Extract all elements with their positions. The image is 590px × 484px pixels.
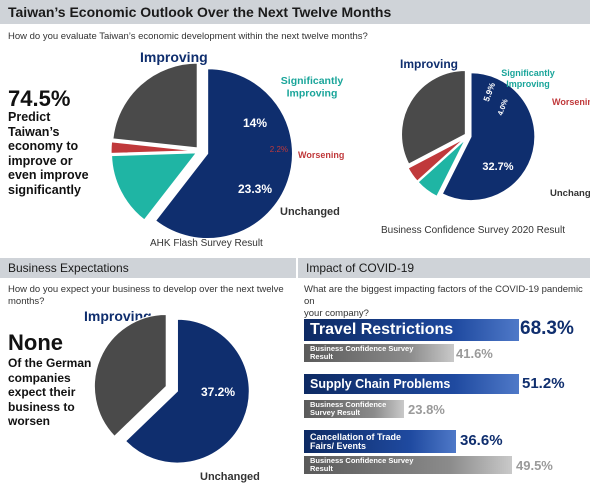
compare-bar-value: 41.6%: [456, 346, 493, 361]
pie-slice: [154, 67, 294, 240]
covid-bar-label: Cancellation of Trade Fairs/ Events: [310, 431, 402, 451]
covid-bar: Cancellation of Trade Fairs/ Events: [304, 430, 456, 453]
compare-bar-label: Business Confidence Survey Result: [310, 400, 387, 417]
expectations-question: How do you expect your business to devel…: [8, 284, 294, 308]
stat-line: improve or: [8, 153, 73, 168]
pie-value-label: 37.2%: [201, 385, 235, 399]
stat-line: economy to: [8, 139, 79, 153]
pie-category-label: Improving: [506, 79, 550, 89]
compare-bar-label: Business Confidence Survey Result: [310, 344, 414, 361]
question-line: What are the biggest impacting factors o…: [304, 284, 583, 307]
covid-bar-value: 68.3%: [520, 318, 574, 339]
stat-line: Taiwan’s: [8, 124, 60, 139]
compare-bar: Business Confidence Survey Result: [304, 400, 404, 418]
question-line: your company?: [304, 308, 369, 319]
pie-value-label: 14%: [243, 116, 267, 130]
pie-slice: [110, 141, 197, 155]
pie-slice: [124, 318, 250, 464]
question-line: How do you expect your business to devel…: [8, 284, 284, 295]
pie-category-label: Significantly: [501, 68, 555, 78]
stat-line: even improve: [8, 168, 89, 182]
page-title: Taiwan’s Economic Outlook Over the Next …: [8, 4, 392, 20]
expectations-stat-text: Of the German companies expect their bus…: [8, 356, 91, 429]
expectations-header: Business Expectations: [0, 258, 296, 278]
pie-slice: [400, 69, 467, 166]
stat-line: Predict: [8, 110, 51, 124]
stat-line: Of the German: [8, 356, 92, 370]
pie-chart-ahk: 60.5%Improving14%SignificantlyImprovingW…: [110, 49, 344, 240]
compare-bar: Business Confidence Survey Result: [304, 456, 512, 474]
pie-category-label: Significantly: [281, 75, 344, 87]
pie-category-label: Worsening: [552, 97, 590, 107]
pie-slice: [112, 62, 198, 149]
pie-slice: [93, 313, 167, 438]
pie-slice: [441, 72, 536, 202]
pie-slice: [417, 138, 467, 198]
covid-bar: Supply Chain Problems: [304, 374, 519, 394]
pie-category-label: Unchanged: [280, 206, 340, 218]
covid-question: What are the biggest impacting factors o…: [304, 284, 590, 320]
covid-bar: Travel Restrictions: [304, 319, 519, 341]
covid-bar-value: 51.2%: [522, 375, 565, 392]
outlook-stat-value: 74.5%: [8, 86, 71, 111]
question-line: months?: [8, 296, 45, 307]
pie-category-label: Unchanged: [200, 471, 260, 483]
pie-value-label: 23.3%: [238, 182, 272, 196]
covid-bar-label: Supply Chain Problems: [310, 377, 451, 391]
stat-line: worsen: [8, 414, 51, 428]
covid-bar-label: Travel Restrictions: [310, 321, 454, 338]
covid-bar-value: 36.6%: [460, 432, 503, 449]
pie-category-label: Unchanged: [550, 188, 590, 199]
pie-value-label: 32.7%: [482, 161, 513, 173]
pie-category-label: Improving: [84, 308, 152, 324]
outlook-question: How do you evaluate Taiwan’s economic de…: [8, 31, 368, 42]
pie-value-label: 2.2%: [270, 145, 288, 154]
pie-slice: [407, 137, 466, 183]
expectations-title: Business Expectations: [8, 261, 129, 275]
compare-bar-value: 23.8%: [408, 402, 445, 417]
expectations-stat-value: None: [8, 330, 63, 355]
pie-category-label: Improving: [287, 88, 338, 100]
stat-line: significantly: [8, 182, 81, 197]
stat-line: companies: [8, 370, 71, 385]
pie-slice: [110, 152, 198, 221]
compare-bar-value: 49.5%: [516, 458, 553, 473]
main-header: Taiwan’s Economic Outlook Over the Next …: [0, 0, 590, 24]
pie1-caption: AHK Flash Survey Result: [150, 238, 263, 249]
covid-header: Impact of COVID-19: [298, 258, 590, 278]
pie2-caption: Business Confidence Survey 2020 Result: [381, 225, 565, 236]
compare-bar-label: Business Confidence Survey Result: [310, 456, 414, 473]
stat-line: business to: [8, 399, 75, 414]
covid-title: Impact of COVID-19: [306, 261, 415, 275]
pie-category-label: Improving: [400, 57, 458, 71]
compare-bar: Business Confidence Survey Result: [304, 344, 454, 362]
pie-chart-bcs: 57.4%Improving5.9%SignificantlyImproving…: [400, 57, 590, 202]
outlook-stat-text: Predict Taiwan’s economy to improve or e…: [8, 110, 89, 197]
pie-category-label: Worsening: [298, 150, 344, 160]
pie-category-label: Improving: [140, 49, 208, 65]
stat-line: expect their: [8, 385, 76, 399]
